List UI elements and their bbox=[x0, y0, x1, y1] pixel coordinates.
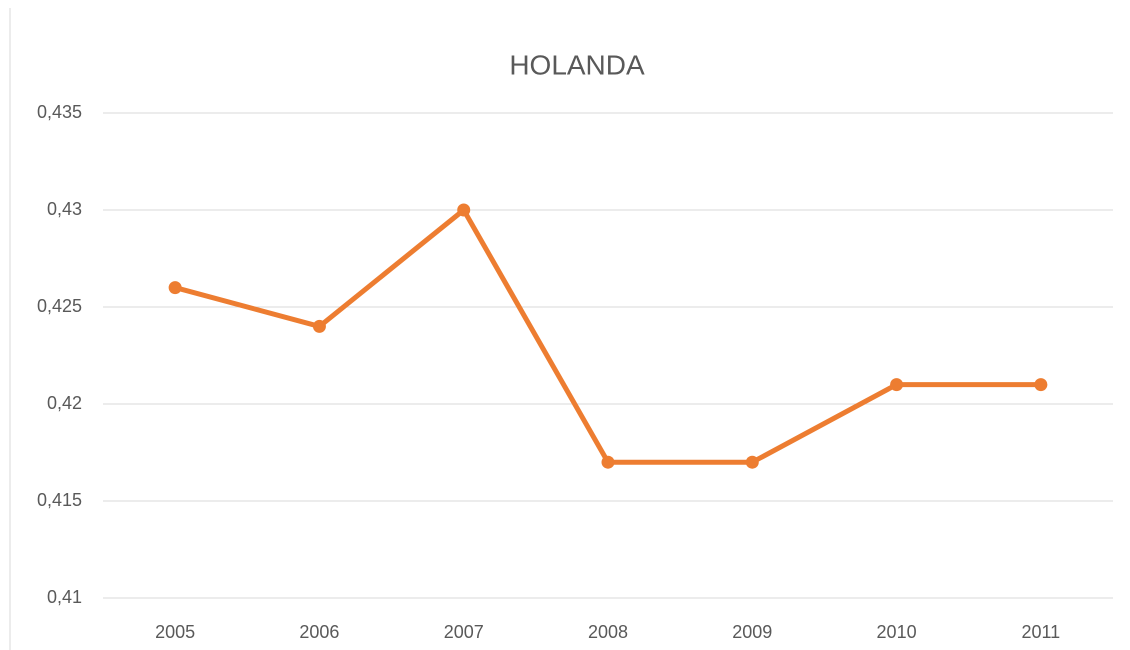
data-point bbox=[1034, 378, 1048, 392]
x-tick-label: 2007 bbox=[444, 622, 484, 642]
x-tick-label: 2010 bbox=[877, 622, 917, 642]
y-tick-label: 0,415 bbox=[37, 490, 82, 510]
x-tick-label: 2009 bbox=[732, 622, 772, 642]
x-tick-label: 2008 bbox=[588, 622, 628, 642]
x-tick-label: 2006 bbox=[299, 622, 339, 642]
y-tick-label: 0,425 bbox=[37, 296, 82, 316]
data-point bbox=[601, 455, 615, 469]
data-point bbox=[890, 378, 904, 392]
chart-title: HOLANDA bbox=[509, 49, 645, 80]
data-point bbox=[312, 319, 326, 333]
y-tick-label: 0,42 bbox=[47, 393, 82, 413]
data-point bbox=[168, 281, 182, 295]
y-tick-label: 0,43 bbox=[47, 199, 82, 219]
data-point bbox=[745, 455, 759, 469]
y-tick-label: 0,41 bbox=[47, 587, 82, 607]
x-tick-label: 2005 bbox=[155, 622, 195, 642]
y-tick-label: 0,435 bbox=[37, 102, 82, 122]
x-tick-label: 2011 bbox=[1021, 622, 1060, 642]
data-point bbox=[457, 203, 471, 217]
